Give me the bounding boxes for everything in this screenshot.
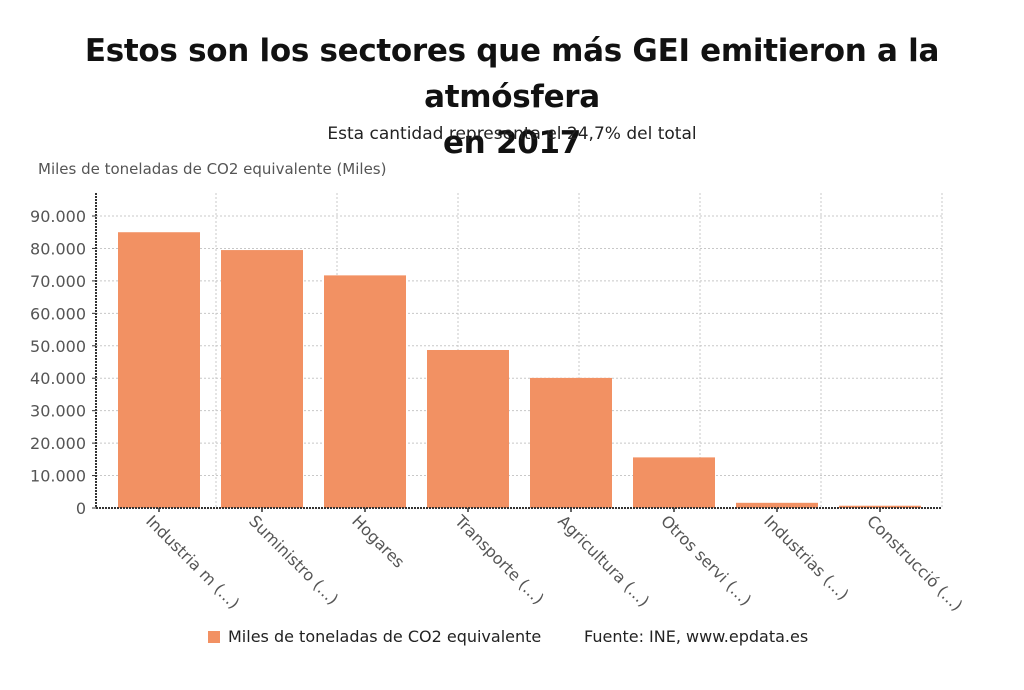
y-tick-label: 10.000 <box>30 467 86 486</box>
y-tick-label: 0 <box>76 499 86 518</box>
bar <box>633 457 715 508</box>
y-tick-label: 90.000 <box>30 207 86 226</box>
x-tick-label: Suministro (...) <box>245 511 342 608</box>
y-tick-label: 60.000 <box>30 304 86 323</box>
bar <box>118 232 200 508</box>
y-axis-label: Miles de toneladas de CO2 equivalente (M… <box>38 160 387 178</box>
x-tick-label: Hogares <box>348 511 408 571</box>
y-tick-label: 30.000 <box>30 402 86 421</box>
y-tick-label: 40.000 <box>30 369 86 388</box>
x-tick-label: Otros servi (...) <box>657 511 755 609</box>
y-tick-label: 50.000 <box>30 337 86 356</box>
bar <box>530 377 612 508</box>
y-tick-label: 20.000 <box>30 434 86 453</box>
y-tick-label: 80.000 <box>30 239 86 258</box>
chart-title: Estos son los sectores que más GEI emiti… <box>0 28 1024 166</box>
legend-label: Miles de toneladas de CO2 equivalente <box>228 627 542 646</box>
x-tick-label: Industria m (...) <box>142 511 243 612</box>
source-note: Fuente: INE, www.epdata.es <box>584 627 809 646</box>
chart-subtitle: Esta cantidad representa el 24,7% del to… <box>327 124 697 144</box>
chart-title-line1: Estos son los sectores que más GEI emiti… <box>84 33 940 115</box>
x-tick-label: Industrias (...) <box>760 511 852 603</box>
legend: Miles de toneladas de CO2 equivalente <box>208 627 541 646</box>
chart-title-line2: en 2017 <box>442 125 582 161</box>
legend-swatch <box>208 630 220 643</box>
bar <box>221 250 303 509</box>
bar <box>736 502 818 508</box>
y-tick-label: 70.000 <box>30 272 86 291</box>
x-tick-label: Construcció (...) <box>863 511 966 614</box>
x-tick-label: Agricultura (...) <box>554 511 653 610</box>
bar <box>324 275 406 508</box>
x-tick-label: Transporte (...) <box>450 511 547 608</box>
bar <box>839 505 921 508</box>
bar <box>427 349 509 508</box>
